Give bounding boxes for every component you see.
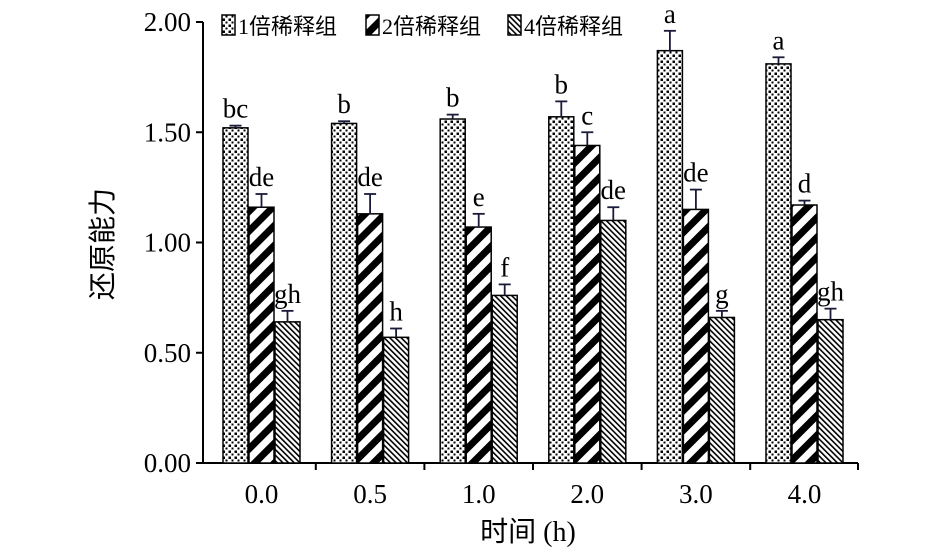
legend: 1倍稀释组 2倍稀释组 4倍稀释组 <box>221 14 623 39</box>
bar-series-3 <box>600 219 627 464</box>
y-tick-label: 0.00 <box>144 448 191 478</box>
bar-series-2 <box>574 144 601 464</box>
y-tick-label: 2.00 <box>144 7 191 37</box>
x-tick-label: 1.0 <box>462 479 496 509</box>
legend-label-series-1: 1倍稀释组 <box>238 14 337 39</box>
bar-series-3 <box>817 318 844 464</box>
significance-label: g <box>715 279 729 309</box>
bar-series-2 <box>465 226 492 464</box>
legend-label-series-2: 2倍稀释组 <box>382 14 481 39</box>
significance-label: b <box>446 83 460 113</box>
significance-label: b <box>555 69 569 99</box>
legend-swatch-series-3 <box>507 14 522 36</box>
bars <box>222 49 844 464</box>
significance-label: bc <box>223 94 249 124</box>
significance-labels: bc b b b a a de de e c de d gh h f de g gh <box>223 0 845 326</box>
x-tick-label: 3.0 <box>679 479 713 509</box>
significance-label: h <box>389 296 403 326</box>
significance-label: a <box>773 25 785 55</box>
legend-swatch-series-2 <box>365 14 380 36</box>
y-tick-label: 0.50 <box>144 338 191 368</box>
error-bars <box>229 29 837 338</box>
bar-series-1 <box>330 122 358 464</box>
y-tick-label: 1.00 <box>144 228 191 258</box>
bar-series-3 <box>274 321 301 464</box>
significance-label: b <box>337 89 351 119</box>
bar-series-1 <box>222 127 249 464</box>
y-axis-ticks: 0.00 0.50 1.00 1.50 2.00 <box>144 7 203 478</box>
significance-label: e <box>473 182 485 212</box>
significance-label: de <box>601 175 627 205</box>
bar-series-1 <box>548 116 575 464</box>
x-tick-label: 2.0 <box>570 479 604 509</box>
bar-series-1 <box>439 118 466 464</box>
x-tick-label: 4.0 <box>788 479 822 509</box>
bar-series-3 <box>382 336 410 464</box>
significance-label: d <box>798 169 812 199</box>
y-tick-label: 1.50 <box>144 117 191 147</box>
significance-label: a <box>664 0 676 29</box>
significance-label: gh <box>274 279 302 309</box>
bar-series-3 <box>708 316 736 464</box>
bar-series-2 <box>791 204 818 464</box>
legend-swatch-series-1 <box>221 14 236 36</box>
significance-label: de <box>357 162 383 192</box>
bar-series-2 <box>682 208 710 464</box>
bar-series-2 <box>356 213 384 464</box>
legend-label-series-3: 4倍稀释组 <box>524 14 623 39</box>
significance-label: de <box>683 158 709 188</box>
x-tick-label: 0.5 <box>353 479 387 509</box>
significance-label: c <box>581 100 593 130</box>
significance-label: gh <box>817 277 845 307</box>
significance-label: de <box>249 162 275 192</box>
x-axis-title: 时间 (h) <box>480 516 576 548</box>
bar-series-2 <box>248 206 275 464</box>
x-axis-ticks: 0.0 0.5 1.0 2.0 3.0 4.0 <box>245 463 859 509</box>
bar-series-3 <box>491 294 518 464</box>
x-tick-label: 0.0 <box>245 479 279 509</box>
bar-series-1 <box>656 49 684 464</box>
significance-label: f <box>500 252 509 282</box>
y-axis-title: 还原能力 <box>87 188 119 300</box>
bar-series-1 <box>765 63 792 464</box>
